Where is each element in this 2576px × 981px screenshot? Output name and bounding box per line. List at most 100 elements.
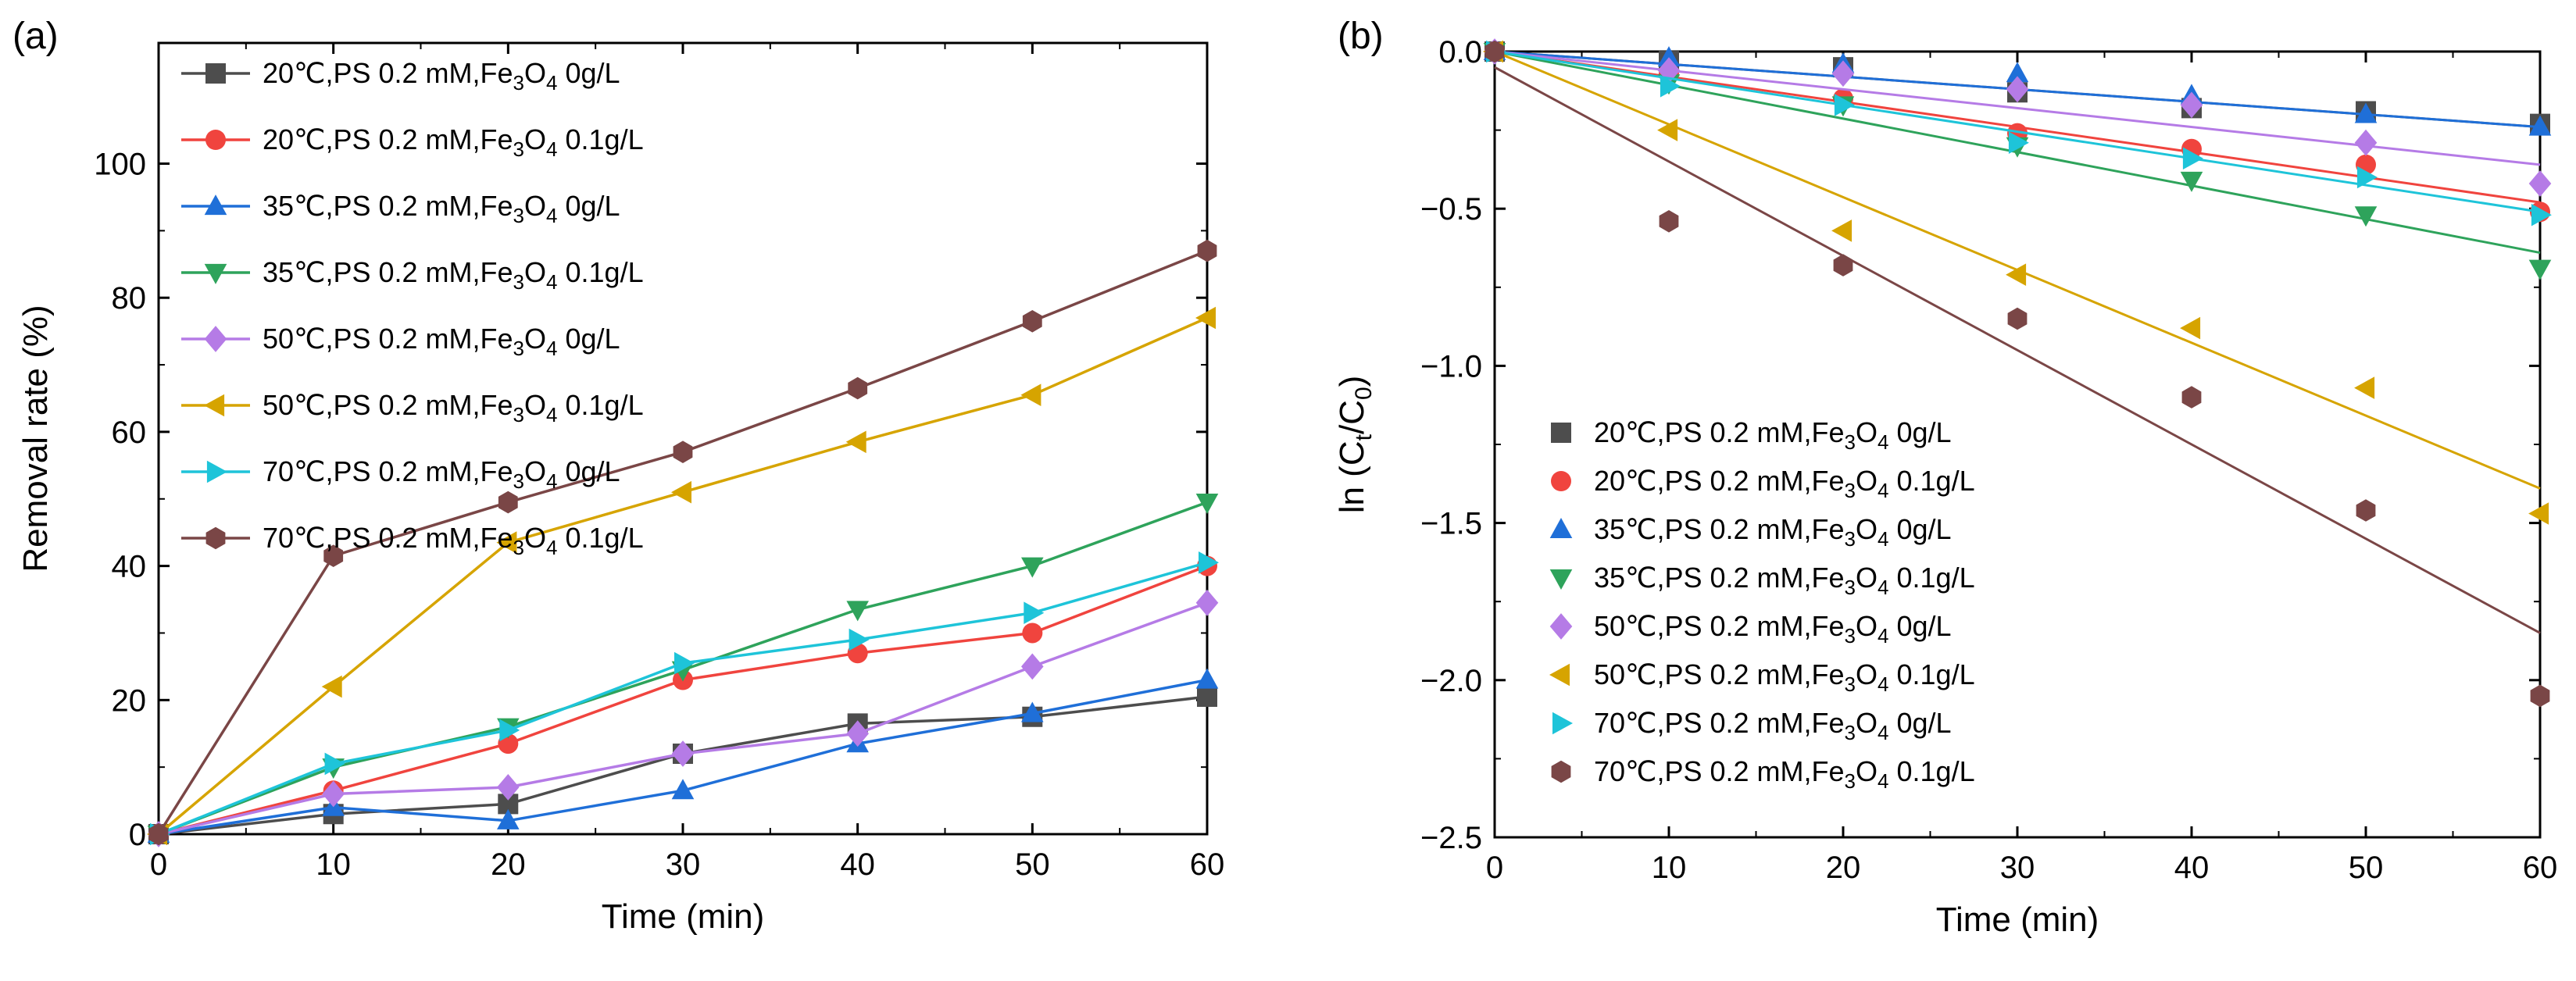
y-tick-label: −2.5 xyxy=(1420,821,1482,855)
legend-text: O xyxy=(524,256,546,288)
data-point xyxy=(1195,494,1219,514)
legend-text: 0g/L xyxy=(558,57,620,89)
data-point xyxy=(2528,170,2552,197)
legend-subscript: 3 xyxy=(1845,576,1856,599)
legend-marker xyxy=(204,194,227,216)
legend-marker xyxy=(1549,569,1573,590)
data-point xyxy=(2182,147,2203,170)
data-point xyxy=(2528,115,2552,136)
data-point xyxy=(1024,601,1045,624)
legend-text: 35℃,PS 0.2 mM,Fe xyxy=(263,190,513,222)
data-point xyxy=(1657,46,1681,67)
legend-marker xyxy=(205,63,226,84)
legend-text: O xyxy=(1856,755,1878,787)
data-point xyxy=(1199,551,1219,574)
data-point xyxy=(2354,376,2375,399)
data-point xyxy=(1485,40,1505,63)
y-tick-label: −1.5 xyxy=(1420,507,1482,541)
x-axis-title: Time (min) xyxy=(1936,901,2099,939)
x-tick-label: 50 xyxy=(1015,847,1050,882)
data-point xyxy=(671,480,691,504)
y-axis-title-text: ) xyxy=(1333,376,1371,387)
data-point xyxy=(848,376,868,400)
legend-subscript: 3 xyxy=(1845,479,1856,502)
data-point xyxy=(2528,502,2549,525)
legend-text: O xyxy=(524,57,546,89)
data-point xyxy=(1197,687,1217,707)
legend-text: 20℃,PS 0.2 mM,Fe xyxy=(1594,416,1845,448)
legend-marker xyxy=(1551,471,1571,491)
series-1 xyxy=(148,555,1217,844)
panel-a-removal-rate: 0 10 20 30 40 50 60 0 20 40 60 80 100 Time (min) Remov… xyxy=(13,16,1224,936)
legend-label: 20℃,PS 0.2 mM,Fe3O4 0g/L xyxy=(263,57,620,95)
series-line xyxy=(158,601,1208,836)
data-point xyxy=(1831,219,1853,242)
x-tick-label: 30 xyxy=(2000,851,2035,885)
legend-label: 50℃,PS 0.2 mM,Fe3O4 0g/L xyxy=(263,323,620,360)
series-5 xyxy=(1483,40,2549,525)
data-point xyxy=(1831,60,1855,87)
legend-subscript: 3 xyxy=(513,536,524,559)
data-point xyxy=(674,651,695,675)
series-6 xyxy=(1486,40,2552,227)
data-point xyxy=(1022,310,1042,333)
legend-marker xyxy=(204,394,225,417)
legend-subscript: 3 xyxy=(1845,721,1856,744)
x-tick-label: 50 xyxy=(2349,851,2384,885)
y-axis-title: Removal rate (%) xyxy=(16,305,55,572)
data-point xyxy=(1659,210,1679,233)
x-tick-label: 0 xyxy=(1486,851,1503,885)
legend-label: 50℃,PS 0.2 mM,Fe3O4 0g/L xyxy=(1594,610,1952,647)
data-point xyxy=(321,675,342,698)
legend-text: O xyxy=(524,323,546,355)
y-tick-label: 100 xyxy=(94,148,146,182)
data-point xyxy=(845,430,866,454)
data-point xyxy=(849,628,870,651)
legend-marker xyxy=(205,130,226,150)
legend-subscript: 3 xyxy=(513,337,524,360)
legend-text: 70℃,PS 0.2 mM,Fe xyxy=(263,455,513,487)
legend-label: 20℃,PS 0.2 mM,Fe3O4 0.1g/L xyxy=(1594,465,1975,502)
data-point xyxy=(2181,386,2202,408)
data-point xyxy=(2180,91,2203,119)
data-point xyxy=(1021,701,1044,722)
data-point xyxy=(324,752,345,776)
legend-text: 70℃,PS 0.2 mM,Fe xyxy=(1594,707,1845,739)
x-tick-label: 40 xyxy=(840,847,875,882)
legend-subscript: 4 xyxy=(1878,479,1888,502)
data-point xyxy=(673,441,693,463)
series-7 xyxy=(1485,40,2550,708)
x-tick-label: 10 xyxy=(1652,851,1687,885)
legend-subscript: 4 xyxy=(1878,721,1888,744)
y-tick-label: 40 xyxy=(112,550,147,584)
legend-subscript: 3 xyxy=(1845,672,1856,696)
legend-label: 70℃,PS 0.2 mM,Fe3O4 0g/L xyxy=(263,455,620,493)
legend-text: 70℃,PS 0.2 mM,Fe xyxy=(1594,755,1845,787)
legend-text: O xyxy=(524,455,546,487)
data-point xyxy=(148,822,169,846)
legend-text: 0.1g/L xyxy=(1889,562,1975,594)
legend-text: 0.1g/L xyxy=(1889,465,1975,497)
legend-subscript: 4 xyxy=(1878,576,1888,599)
x-tick-label: 60 xyxy=(1190,847,1225,882)
data-point xyxy=(1021,557,1044,578)
legend-subscript: 3 xyxy=(1845,430,1856,454)
legend-text: 50℃,PS 0.2 mM,Fe xyxy=(1594,610,1845,642)
data-point xyxy=(1834,94,1855,116)
series-4 xyxy=(147,589,1219,847)
data-point xyxy=(1021,653,1044,680)
data-point xyxy=(2006,263,2027,286)
legend-label: 35℃,PS 0.2 mM,Fe3O4 0.1g/L xyxy=(263,256,644,294)
legend-text: O xyxy=(524,522,546,554)
legend-marker xyxy=(206,460,227,483)
legend-marker xyxy=(1551,760,1571,783)
legend-text: O xyxy=(1856,658,1878,690)
legend-subscript: 4 xyxy=(546,337,557,360)
legend-marker xyxy=(1551,423,1571,443)
legend-label: 50℃,PS 0.2 mM,Fe3O4 0.1g/L xyxy=(1594,658,1975,696)
data-point xyxy=(2006,62,2029,83)
x-tick-label: 20 xyxy=(491,847,526,882)
y-tick-label: 80 xyxy=(112,281,147,316)
x-tick-label: 30 xyxy=(666,847,701,882)
